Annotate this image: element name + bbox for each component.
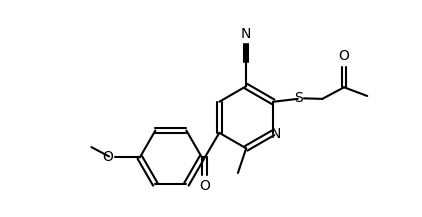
Text: N: N xyxy=(271,127,281,141)
Text: O: O xyxy=(199,179,210,193)
Text: S: S xyxy=(295,91,303,105)
Text: N: N xyxy=(241,27,252,41)
Text: O: O xyxy=(102,150,113,164)
Text: O: O xyxy=(338,49,349,63)
